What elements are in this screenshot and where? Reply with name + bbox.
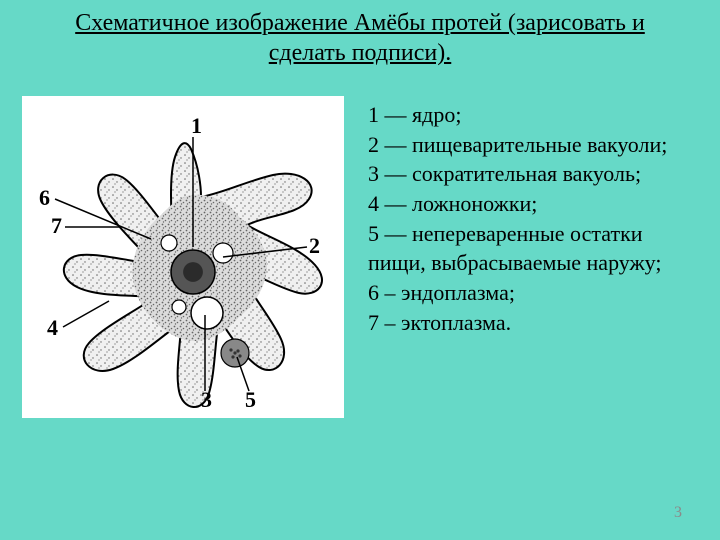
legend-item-6: 6 – эндоплазма; — [368, 278, 698, 308]
amoeba-svg: 1 2 3 4 5 67 — [23, 97, 343, 417]
food-vacuole-1 — [213, 243, 233, 263]
contractile-vacuole — [191, 297, 223, 329]
food-vacuole-3 — [172, 300, 186, 314]
food-vacuole-2 — [161, 235, 177, 251]
title-line-2: сделать подписи). — [269, 40, 452, 66]
legend-item-7: 7 – эктоплазма. — [368, 308, 698, 338]
diagram-label-1: 1 — [191, 113, 202, 138]
page-number: 3 — [674, 504, 682, 522]
legend-item-4: 4 — ложноножки; — [368, 189, 698, 219]
diagram-label-6: 6 — [39, 185, 50, 210]
slide: Схематичное изображение Амёбы протей (за… — [0, 0, 720, 540]
nucleolus — [183, 262, 203, 282]
legend-item-5: 5 — непереваренные остатки пищи, выбрасы… — [368, 219, 698, 278]
legend-item-1: 1 — ядро; — [368, 100, 698, 130]
legend-item-3: 3 — сократительная вакуоль; — [368, 159, 698, 189]
title-line-1: Схематичное изображение Амёбы протей (за… — [75, 10, 645, 36]
legend-item-2: 2 — пищеварительные вакуоли; — [368, 130, 698, 160]
amoeba-diagram: 1 2 3 4 5 67 — [22, 96, 344, 418]
diagram-label-7: 7 — [51, 213, 62, 238]
diagram-label-5: 5 — [245, 387, 256, 412]
slide-title: Схематичное изображение Амёбы протей (за… — [0, 8, 720, 68]
legend: 1 — ядро; 2 — пищеварительные вакуоли; 3… — [368, 100, 698, 338]
diagram-label-4: 4 — [47, 315, 58, 340]
diagram-label-3: 3 — [201, 387, 212, 412]
diagram-label-2: 2 — [309, 233, 320, 258]
